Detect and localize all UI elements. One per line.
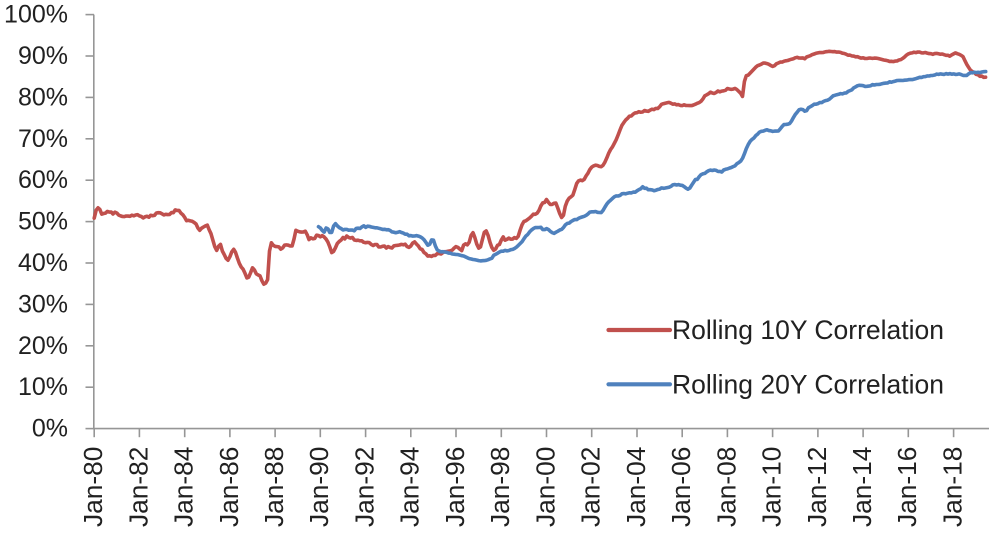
svg-text:40%: 40% xyxy=(18,249,68,277)
svg-text:100%: 100% xyxy=(4,1,68,29)
svg-text:Jan-18: Jan-18 xyxy=(938,447,968,527)
svg-text:Jan-84: Jan-84 xyxy=(169,447,199,527)
svg-text:Jan-92: Jan-92 xyxy=(350,447,380,527)
svg-text:Jan-08: Jan-08 xyxy=(711,447,741,527)
svg-text:Jan-88: Jan-88 xyxy=(259,447,289,527)
svg-text:Jan-80: Jan-80 xyxy=(78,447,108,527)
svg-text:Jan-14: Jan-14 xyxy=(847,447,877,527)
svg-text:Jan-96: Jan-96 xyxy=(440,447,470,527)
svg-text:50%: 50% xyxy=(18,208,68,236)
svg-text:20%: 20% xyxy=(18,332,68,360)
svg-text:Jan-16: Jan-16 xyxy=(892,447,922,527)
svg-text:Jan-94: Jan-94 xyxy=(395,447,425,527)
svg-text:0%: 0% xyxy=(32,415,68,443)
svg-text:Jan-82: Jan-82 xyxy=(123,447,153,527)
svg-text:60%: 60% xyxy=(18,166,68,194)
svg-text:Jan-02: Jan-02 xyxy=(576,447,606,527)
svg-text:Jan-06: Jan-06 xyxy=(666,447,696,527)
svg-text:Jan-90: Jan-90 xyxy=(304,447,334,527)
svg-text:Jan-00: Jan-00 xyxy=(530,447,560,527)
svg-text:90%: 90% xyxy=(18,42,68,70)
svg-text:Rolling 10Y Correlation: Rolling 10Y Correlation xyxy=(672,315,944,345)
svg-text:Jan-04: Jan-04 xyxy=(621,447,651,527)
svg-text:Jan-12: Jan-12 xyxy=(802,447,832,527)
svg-text:10%: 10% xyxy=(18,373,68,401)
svg-text:Jan-10: Jan-10 xyxy=(757,447,787,527)
svg-text:Jan-86: Jan-86 xyxy=(214,447,244,527)
svg-text:70%: 70% xyxy=(18,125,68,153)
svg-text:80%: 80% xyxy=(18,83,68,111)
svg-text:30%: 30% xyxy=(18,290,68,318)
svg-text:Jan-98: Jan-98 xyxy=(485,447,515,527)
svg-text:Rolling 20Y Correlation: Rolling 20Y Correlation xyxy=(672,369,944,399)
